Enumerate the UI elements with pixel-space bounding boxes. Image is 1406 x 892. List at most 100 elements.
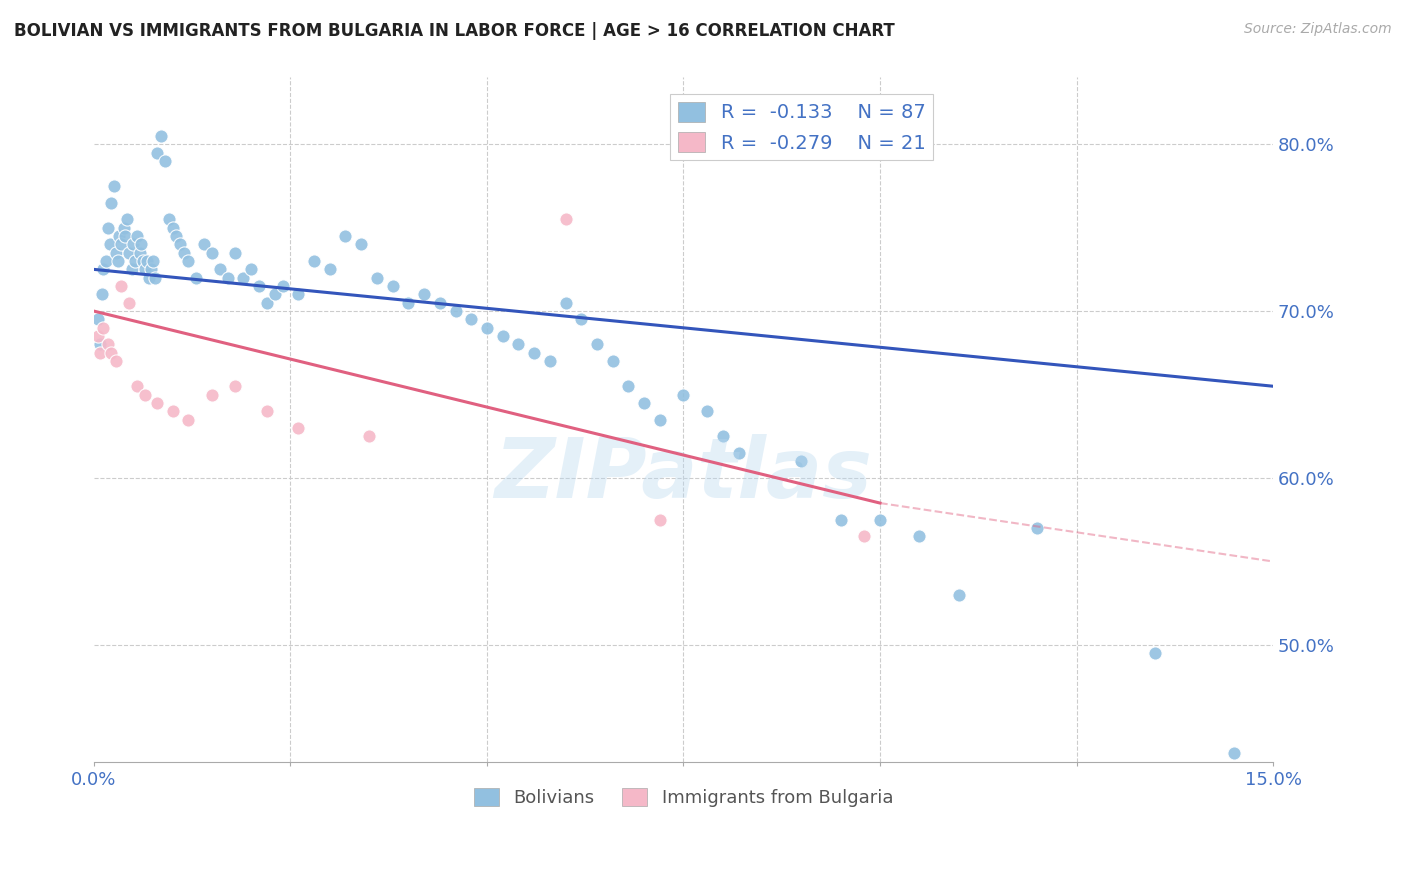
Point: [287, 421, 309, 435]
Text: ZIPatlas: ZIPatlas: [495, 434, 872, 515]
Point: [104, 245, 127, 260]
Point: [112, 220, 135, 235]
Point: [110, 237, 132, 252]
Point: [122, 237, 145, 252]
Point: [162, 220, 184, 235]
Point: [87, 329, 110, 343]
Point: [217, 270, 239, 285]
Point: [138, 270, 160, 285]
Point: [121, 262, 143, 277]
Point: [602, 354, 624, 368]
Point: [672, 387, 695, 401]
Point: [648, 513, 671, 527]
Point: [153, 153, 176, 168]
Point: [100, 195, 122, 210]
Point: [201, 245, 224, 260]
Point: [1144, 646, 1167, 660]
Point: [177, 412, 200, 426]
Point: [93, 320, 115, 334]
Point: [711, 429, 734, 443]
Point: [790, 454, 813, 468]
Point: [908, 529, 931, 543]
Point: [357, 429, 380, 443]
Point: [444, 304, 467, 318]
Point: [554, 295, 576, 310]
Point: [128, 245, 150, 260]
Point: [586, 337, 609, 351]
Point: [208, 262, 231, 277]
Point: [104, 354, 127, 368]
Point: [633, 396, 655, 410]
Point: [131, 254, 153, 268]
Point: [127, 379, 149, 393]
Point: [100, 346, 122, 360]
Point: [162, 404, 184, 418]
Point: [617, 379, 640, 393]
Point: [523, 346, 546, 360]
Point: [830, 513, 852, 527]
Point: [201, 387, 224, 401]
Point: [413, 287, 436, 301]
Point: [90, 287, 112, 301]
Point: [139, 262, 162, 277]
Point: [173, 245, 195, 260]
Point: [166, 229, 188, 244]
Point: [129, 237, 152, 252]
Point: [108, 229, 131, 244]
Point: [110, 279, 132, 293]
Point: [89, 346, 111, 360]
Point: [492, 329, 515, 343]
Point: [134, 262, 156, 277]
Point: [869, 513, 891, 527]
Point: [169, 237, 191, 252]
Point: [335, 229, 357, 244]
Text: BOLIVIAN VS IMMIGRANTS FROM BULGARIA IN LABOR FORCE | AGE > 16 CORRELATION CHART: BOLIVIAN VS IMMIGRANTS FROM BULGARIA IN …: [14, 22, 894, 40]
Point: [232, 270, 254, 285]
Point: [127, 229, 149, 244]
Point: [350, 237, 373, 252]
Point: [271, 279, 294, 293]
Point: [107, 254, 129, 268]
Point: [1222, 747, 1244, 761]
Point: [696, 404, 718, 418]
Point: [538, 354, 561, 368]
Point: [287, 287, 309, 301]
Point: [98, 237, 121, 252]
Point: [193, 237, 215, 252]
Point: [114, 229, 136, 244]
Point: [240, 262, 263, 277]
Point: [948, 588, 970, 602]
Point: [124, 254, 146, 268]
Point: [157, 212, 180, 227]
Point: [118, 245, 141, 260]
Point: [87, 312, 110, 326]
Point: [366, 270, 388, 285]
Point: [143, 270, 166, 285]
Point: [569, 312, 592, 326]
Point: [648, 412, 671, 426]
Point: [89, 337, 111, 351]
Point: [177, 254, 200, 268]
Point: [224, 379, 246, 393]
Point: [136, 254, 159, 268]
Point: [142, 254, 165, 268]
Point: [256, 295, 278, 310]
Point: [103, 178, 125, 193]
Legend: Bolivians, Immigrants from Bulgaria: Bolivians, Immigrants from Bulgaria: [467, 780, 900, 814]
Point: [115, 212, 138, 227]
Point: [263, 287, 285, 301]
Point: [302, 254, 325, 268]
Point: [475, 320, 498, 334]
Point: [1026, 521, 1049, 535]
Point: [256, 404, 278, 418]
Point: [184, 270, 207, 285]
Point: [554, 212, 576, 227]
Point: [727, 446, 749, 460]
Point: [118, 295, 141, 310]
Point: [853, 529, 876, 543]
Point: [149, 128, 172, 143]
Point: [508, 337, 530, 351]
Point: [97, 220, 120, 235]
Point: [247, 279, 270, 293]
Point: [224, 245, 246, 260]
